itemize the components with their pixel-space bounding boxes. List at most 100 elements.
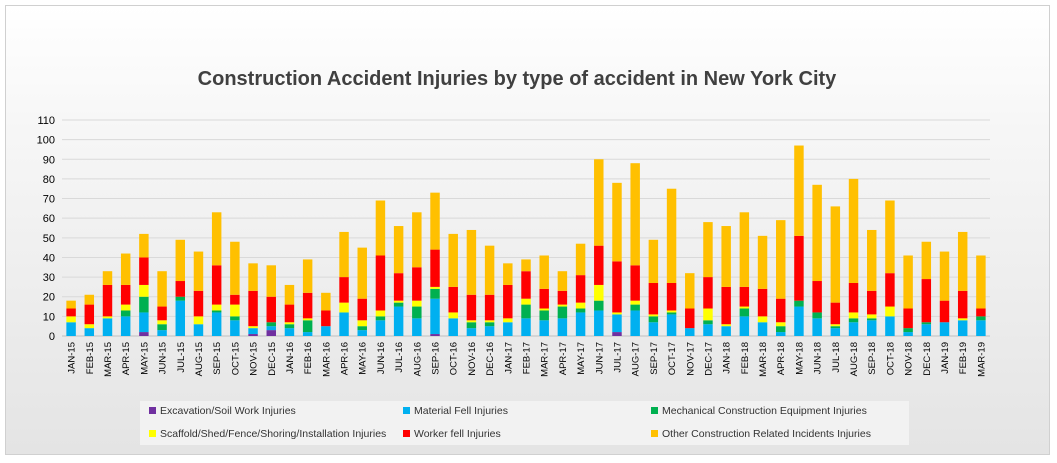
bar-segment — [284, 324, 295, 329]
bar-segment — [503, 318, 513, 323]
bar-segment — [339, 231, 349, 278]
bar-segment — [976, 308, 986, 317]
bar-segment — [321, 326, 331, 336]
bar-segment — [120, 310, 131, 317]
chart-title: Construction Accident Injuries by type o… — [198, 68, 838, 90]
legend: Excavation/Soil Work Injuries Material Fe… — [140, 401, 909, 445]
bar-segment — [739, 316, 750, 336]
bar-segment — [630, 265, 640, 301]
bar-segment — [284, 284, 295, 305]
x-tick-label: JUN-18 — [813, 342, 824, 374]
bar-segment — [594, 310, 604, 336]
bar-segment — [157, 330, 167, 336]
x-tick-label: DEC-18 — [922, 342, 933, 376]
bar-segment — [466, 294, 477, 321]
bar-segment — [830, 324, 841, 327]
bar-segment — [848, 322, 859, 336]
bar-segment — [375, 255, 386, 311]
bar-segment — [448, 312, 458, 319]
x-tick-label: JUL-15 — [176, 342, 187, 373]
bar-segment — [739, 212, 750, 287]
x-tick-label: MAR-19 — [976, 342, 987, 377]
bar-segment — [830, 328, 841, 336]
bar-segment — [339, 312, 349, 336]
bar-segment — [866, 320, 877, 336]
bar-segment — [703, 277, 713, 309]
x-tick-label: JUL-16 — [394, 342, 405, 373]
bar-segment — [957, 231, 968, 291]
bar-segment — [757, 316, 768, 323]
x-tick-label: OCT-16 — [449, 342, 460, 375]
bar-segment — [302, 292, 313, 319]
bar-segment — [575, 308, 586, 313]
bar-segment — [139, 296, 149, 313]
bar-segment — [703, 320, 713, 325]
bar-segment — [139, 284, 149, 297]
bar-segment — [484, 294, 495, 321]
bar-segment — [848, 318, 859, 323]
x-tick-label: JAN-16 — [285, 342, 296, 374]
bar-segment — [84, 294, 95, 305]
bar-segment — [230, 294, 240, 305]
bar-segment — [703, 324, 713, 336]
bar-segment — [594, 245, 604, 285]
bar-segment — [412, 300, 422, 307]
y-tick-label: 30 — [43, 272, 55, 284]
legend-swatch — [651, 430, 658, 437]
bar-segment — [594, 284, 604, 301]
bar-segment — [448, 286, 458, 313]
bar-segment — [721, 226, 731, 287]
bar-segment — [302, 259, 313, 293]
legend-label: Excavation/Soil Work Injuries — [160, 405, 296, 417]
bar-segment — [466, 328, 477, 336]
bar-segment — [539, 288, 549, 309]
bar-segment — [939, 322, 950, 336]
x-tick-label: OCT-17 — [667, 342, 678, 375]
bar-segment — [139, 233, 149, 258]
bar-segment — [630, 310, 640, 336]
x-tick-label: FEB-15 — [85, 342, 96, 374]
bar-segment — [193, 316, 204, 325]
x-tick-label: JAN-19 — [940, 342, 951, 374]
bar-segment — [266, 296, 276, 323]
x-tick-label: FEB-16 — [303, 342, 314, 374]
bar-segment — [357, 320, 367, 327]
bar-segment — [575, 312, 586, 336]
bar-segment — [957, 320, 968, 336]
y-tick-label: 70 — [43, 194, 55, 206]
bars — [66, 145, 986, 336]
bar-segment — [175, 239, 186, 282]
bar-segment — [721, 326, 731, 336]
bar-segment — [557, 306, 568, 319]
bar-segment — [575, 302, 586, 309]
bar-segment — [503, 284, 513, 319]
legend-label: Material Fell Injuries — [414, 405, 508, 417]
bar-segment — [739, 306, 750, 309]
y-tick-label: 0 — [49, 331, 55, 343]
y-tick-label: 20 — [43, 292, 55, 304]
bar-segment — [939, 251, 950, 301]
bar-segment — [139, 312, 149, 333]
bar-segment — [976, 255, 986, 309]
bar-segment — [157, 271, 167, 307]
bar-segment — [539, 320, 549, 336]
bar-segment — [266, 330, 276, 336]
bar-segment — [266, 326, 276, 331]
bar-segment — [102, 284, 113, 317]
x-tick-label: SEP-16 — [431, 342, 442, 375]
bar-segment — [866, 290, 877, 315]
bar-segment — [776, 322, 786, 327]
bar-segment — [375, 320, 386, 336]
x-axis-ticks: JAN-15 FEB-15 MAR-15 APR-15 MAY-15 JUN-15 JUL-… — [67, 342, 988, 377]
bar-segment — [957, 318, 968, 321]
bar-segment — [830, 326, 841, 329]
bar-segment — [612, 261, 622, 313]
bar-segment — [885, 273, 895, 307]
bar-segment — [339, 302, 349, 313]
bar-segment — [266, 322, 276, 327]
bar-segment — [393, 302, 404, 307]
y-tick-label: 50 — [43, 233, 55, 245]
bar-segment — [976, 320, 986, 336]
bar-segment — [466, 322, 477, 329]
x-tick-label: FEB-19 — [958, 342, 969, 374]
